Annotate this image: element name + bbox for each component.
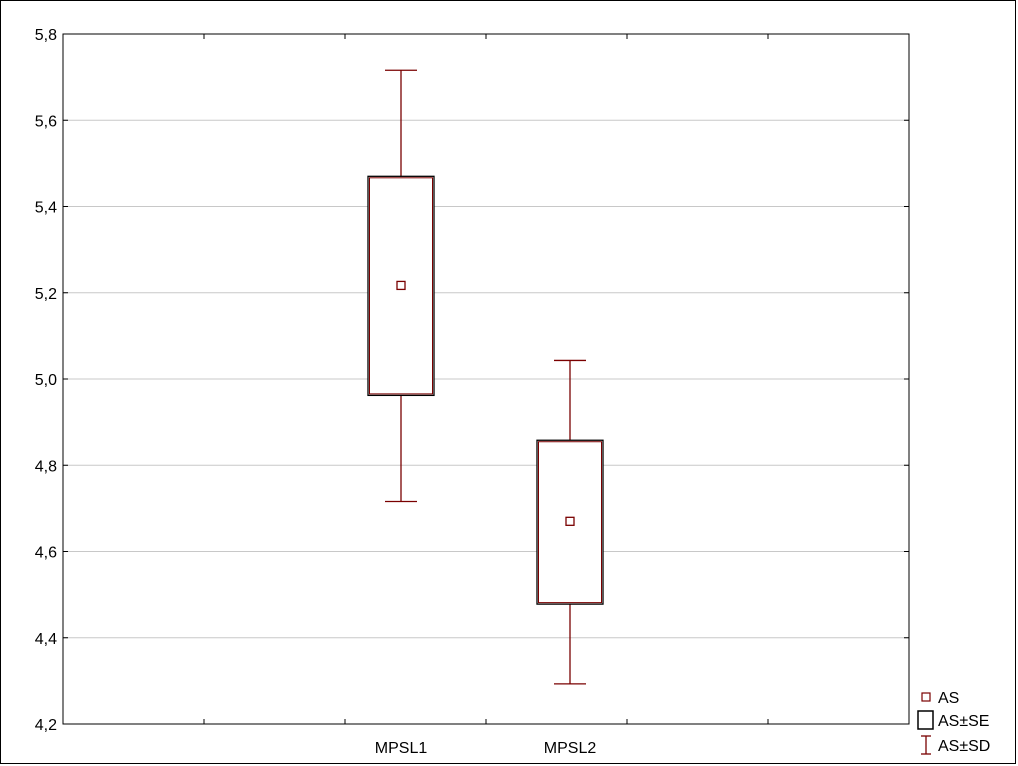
box-mpsl2 bbox=[536, 359, 604, 685]
legend-item-small-square: AS bbox=[921, 690, 959, 707]
y-axis: 4,2 4,4 4,6 4,8 5,0 5,2 5,4 5,6 5,8 bbox=[35, 27, 909, 734]
y-tick-label: 4,4 bbox=[35, 631, 57, 648]
se-box-inner bbox=[369, 177, 433, 395]
legend: AS AS±SE AS±SD bbox=[917, 690, 990, 755]
legend-label: AS±SE bbox=[938, 713, 989, 730]
y-tick-label: 5,6 bbox=[35, 113, 57, 130]
x-axis: MPSL1 MPSL2 bbox=[203, 34, 769, 757]
box-mpsl1 bbox=[367, 69, 435, 503]
mean-marker bbox=[396, 280, 406, 291]
legend-item-whisker: AS±SD bbox=[921, 735, 990, 755]
legend-box-icon bbox=[917, 710, 934, 730]
mean-marker bbox=[565, 516, 575, 526]
y-tick-label: 5,4 bbox=[35, 200, 57, 217]
se-box-inner bbox=[538, 441, 602, 604]
y-tick-label: 5,0 bbox=[35, 372, 57, 389]
y-tick-label: 5,8 bbox=[35, 27, 57, 44]
gridlines bbox=[63, 119, 909, 639]
x-tick-label: MPSL1 bbox=[375, 740, 428, 757]
y-tick-label: 4,6 bbox=[35, 545, 57, 562]
legend-label: AS bbox=[938, 690, 959, 707]
series-group bbox=[367, 69, 604, 685]
y-tick-label: 4,8 bbox=[35, 458, 57, 475]
legend-mean-icon bbox=[921, 692, 931, 702]
x-tick-label: MPSL2 bbox=[544, 740, 597, 757]
legend-item-box: AS±SE bbox=[917, 710, 989, 730]
legend-label: AS±SD bbox=[938, 738, 990, 755]
y-tick-label: 4,2 bbox=[35, 717, 57, 734]
y-tick-label: 5,2 bbox=[35, 286, 57, 303]
